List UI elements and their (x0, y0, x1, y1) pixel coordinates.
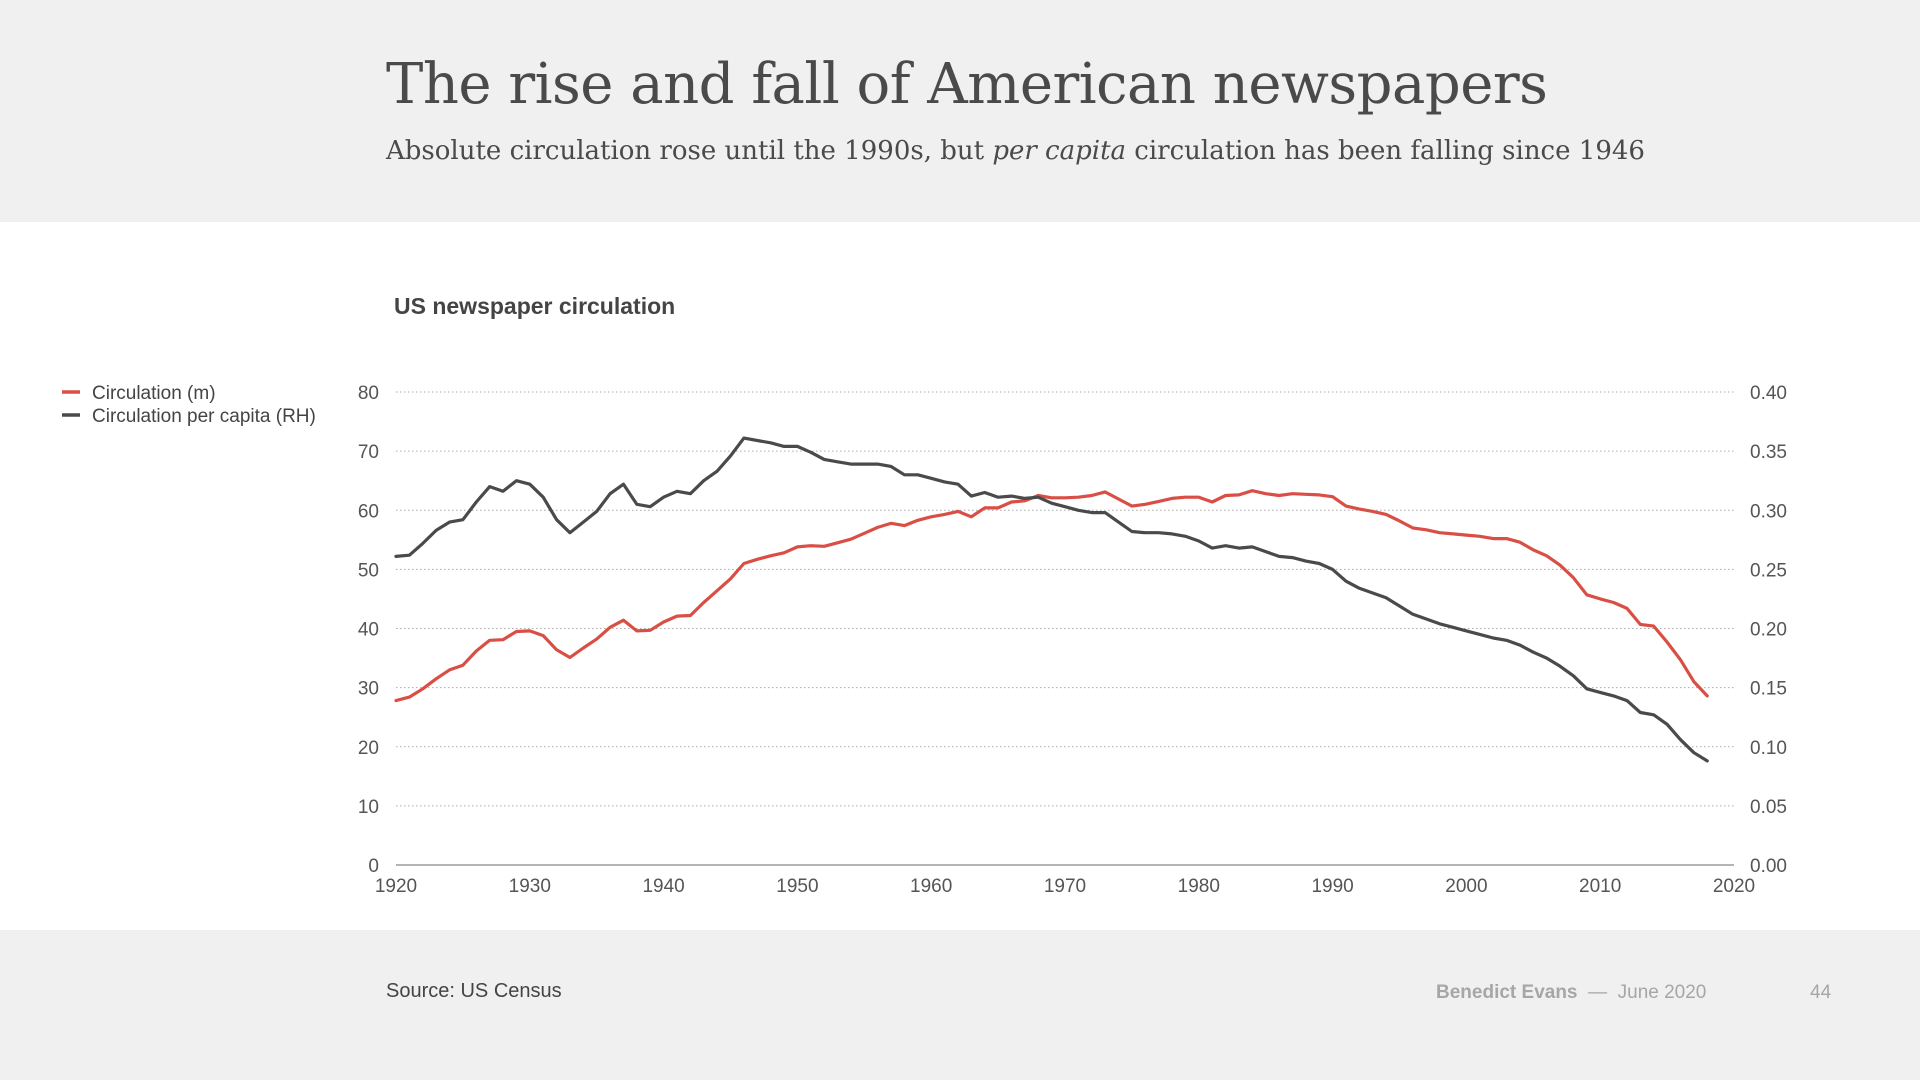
y-right-tick-label: 0.30 (1750, 501, 1787, 522)
author-name: Benedict Evans (1436, 982, 1578, 1003)
y-left-tick-label: 30 (358, 679, 379, 700)
y-left-tick-label: 10 (358, 797, 379, 818)
x-tick-label: 1940 (642, 876, 684, 897)
subtitle-part-2: circulation has been falling since 1946 (1126, 136, 1645, 166)
y-right-tick-label: 0.05 (1750, 797, 1787, 818)
x-tick-label: 1930 (509, 876, 551, 897)
x-tick-label: 1980 (1178, 876, 1220, 897)
slide-subtitle: Absolute circulation rose until the 1990… (386, 136, 1645, 166)
source-note: Source: US Census (386, 980, 562, 1002)
footer-band (0, 930, 1920, 1080)
page-number: 44 (1810, 982, 1832, 1003)
subtitle-emphasis: per capita (992, 136, 1127, 166)
series-line-per-capita (394, 436, 1709, 763)
legend-label-per-capita: Circulation per capita (RH) (92, 406, 316, 427)
y-right-tick-label: 0.00 (1750, 856, 1787, 877)
x-tick-label: 1950 (776, 876, 818, 897)
y-right-tick-label: 0.10 (1750, 738, 1787, 759)
byline: Benedict Evans — June 2020 (1436, 982, 1706, 1004)
y-right-tick-label: 0.40 (1750, 383, 1787, 404)
y-left-tick-label: 60 (358, 501, 379, 522)
x-tick-label: 2010 (1579, 876, 1621, 897)
x-tick-label: 1970 (1044, 876, 1086, 897)
grid-lines (396, 391, 1734, 807)
y-left-tick-label: 70 (358, 442, 379, 463)
y-right-tick-label: 0.25 (1750, 560, 1787, 581)
y-right-tick-label: 0.35 (1750, 442, 1787, 463)
legend-label-circulation: Circulation (m) (92, 383, 216, 404)
x-tick-label: 2020 (1713, 876, 1755, 897)
x-tick-label: 2000 (1445, 876, 1487, 897)
x-tick-label: 1960 (910, 876, 952, 897)
series-line-circulation (394, 489, 1709, 703)
chart-title: US newspaper circulation (394, 293, 675, 319)
circulation-chart: US newspaper circulation Circulation (m)… (62, 293, 1787, 897)
x-tick-label: 1990 (1311, 876, 1353, 897)
series-lines (394, 436, 1709, 763)
y-right-tick-label: 0.15 (1750, 679, 1787, 700)
y-left-tick-label: 50 (358, 560, 379, 581)
y-left-tick-label: 0 (368, 856, 379, 877)
chart-legend: Circulation (m) Circulation per capita (… (62, 383, 316, 427)
header-band (0, 0, 1920, 222)
y-left-tick-label: 20 (358, 738, 379, 759)
x-tick-label: 1920 (375, 876, 417, 897)
subtitle-part-1: Absolute circulation rose until the 1990… (386, 136, 993, 166)
byline-separator: — (1588, 982, 1608, 1003)
y-left-tick-label: 80 (358, 383, 379, 404)
axes: 0 0.00 10 0.05 20 0.10 30 0.15 40 0.20 50 0.25 60 0.3… (358, 383, 1787, 897)
y-left-tick-label: 40 (358, 620, 379, 641)
publish-date: June 2020 (1617, 982, 1707, 1003)
slide-title: The rise and fall of American newspapers (386, 52, 1548, 117)
y-right-tick-label: 0.20 (1750, 620, 1787, 641)
